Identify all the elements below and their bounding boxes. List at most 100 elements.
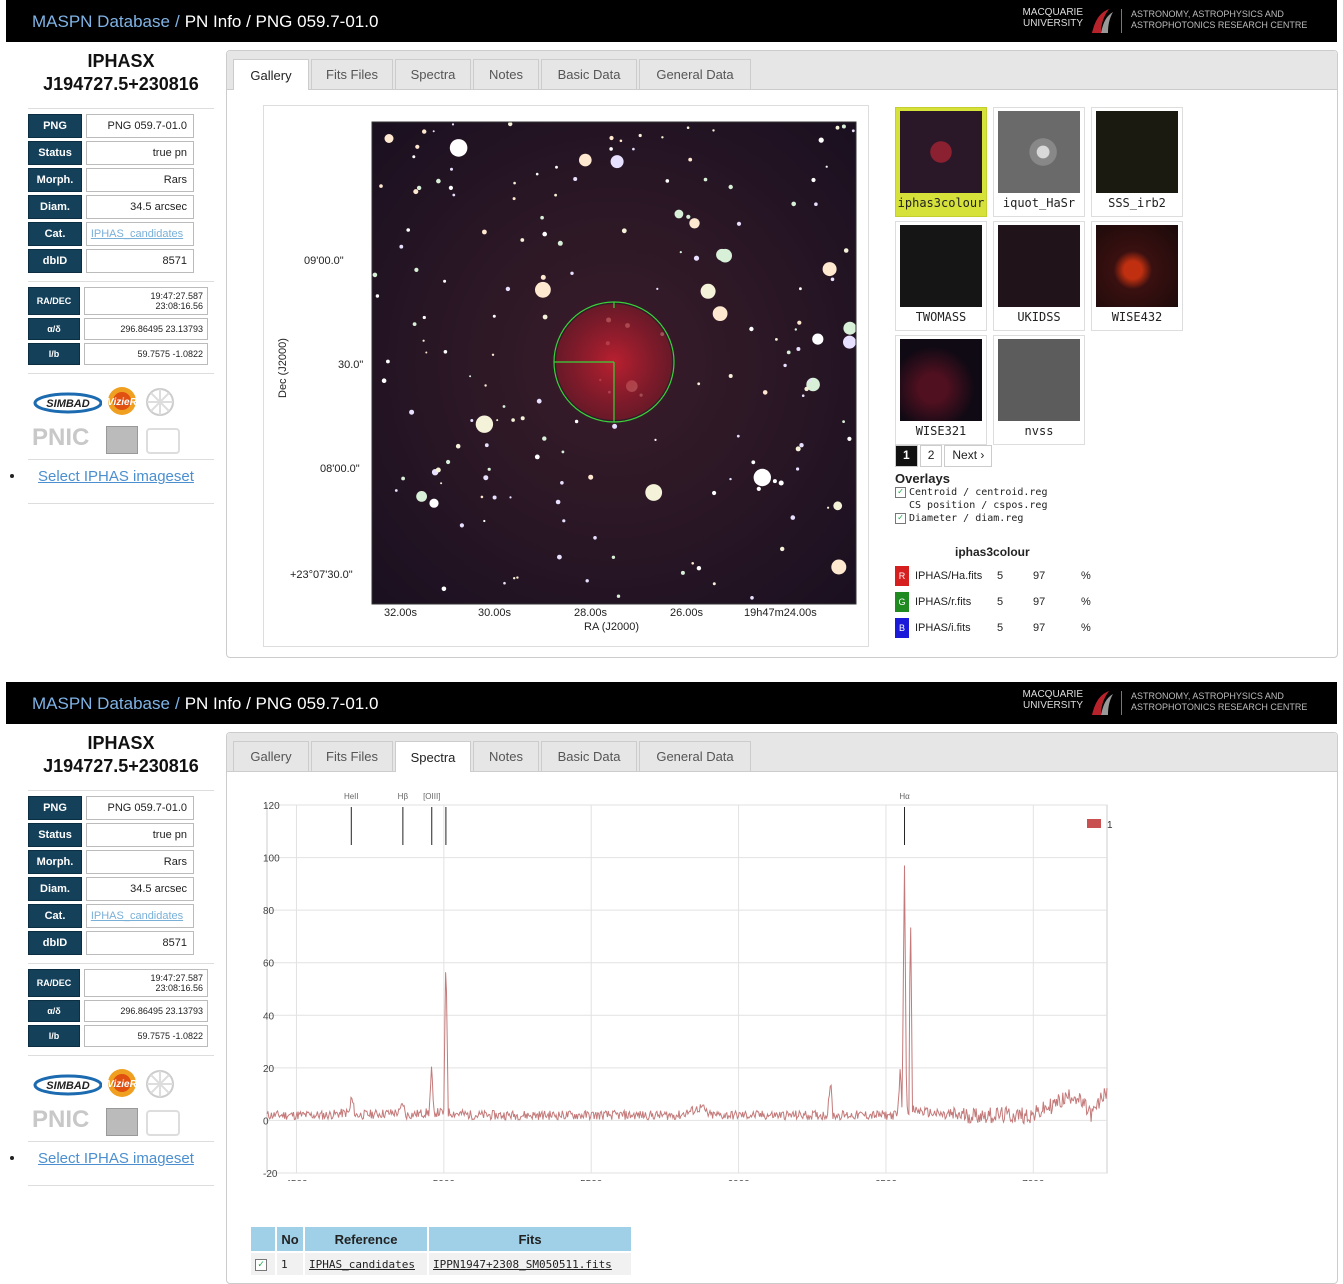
thumbnail-ukidss[interactable]: UKIDSS — [993, 221, 1085, 331]
page-2-button[interactable]: 2 — [919, 445, 943, 467]
pn-wheel-icon[interactable] — [142, 386, 178, 418]
overlay-diameter-checkbox[interactable]: ✓ — [895, 513, 906, 524]
star — [440, 482, 443, 485]
university-logo[interactable]: MACQUARIE UNIVERSITY ASTRONOMY, ASTROPHYS… — [1011, 7, 1331, 35]
star — [560, 481, 564, 485]
sky-image-plot[interactable]: 09'00.0" 30.0" 08'00.0" +23°07'30.0" 32.… — [264, 106, 868, 646]
star — [780, 546, 785, 552]
star — [480, 495, 484, 499]
green-min-input[interactable]: 5 — [997, 596, 1004, 608]
star — [638, 133, 642, 138]
header-bar: MASPN Database / PN Info / PNG 059.7-01.0 … — [6, 682, 1337, 724]
chat-icon[interactable] — [146, 1110, 180, 1136]
star — [534, 454, 540, 460]
thumbnail-nvss[interactable]: nvss — [993, 335, 1085, 445]
external-links: SIMBAD VizieR PNIC — [28, 1066, 214, 1136]
coord-radec: RA/DEC 19:47:27.587 23:08:16.56 — [28, 969, 214, 997]
tab-general-data[interactable]: General Data — [639, 741, 751, 771]
next-page-button[interactable]: Next › — [944, 445, 993, 467]
tab-gallery[interactable]: Gallery — [233, 59, 309, 90]
page-title: PN Info / PNG 059.7-01.0 — [184, 694, 379, 713]
tab-basic-data[interactable]: Basic Data — [541, 741, 637, 771]
row-checkbox[interactable]: ✓ — [249, 1251, 277, 1277]
star — [406, 228, 410, 232]
header-bar: MASPN Database / PN Info / PNG 059.7-01.0 … — [6, 0, 1337, 42]
thumbnail-wise321[interactable]: WISE321 — [895, 335, 987, 445]
star — [762, 390, 768, 395]
chat-icon[interactable] — [146, 428, 180, 454]
image-archive-icon[interactable] — [106, 426, 138, 454]
star — [801, 394, 805, 398]
star — [429, 498, 439, 508]
rgb-settings: iphas3colour R IPHAS/Ha.fits 5 97% G IPHAS/r… — [895, 545, 1091, 641]
tab-fits-files[interactable]: Fits Files — [311, 741, 393, 771]
thumbnail-sss-irb2[interactable]: SSS_irb2 — [1091, 107, 1183, 217]
select-imageset-link[interactable]: Select IPHAS imageset — [38, 1150, 194, 1167]
university-logo[interactable]: MACQUARIE UNIVERSITY ASTRONOMY, ASTROPHYS… — [1011, 689, 1331, 717]
star — [482, 229, 487, 235]
fits-link[interactable]: IPPN1947+2308_SM050511.fits — [433, 1257, 612, 1271]
overlay-centroid-checkbox[interactable]: ✓ — [895, 487, 906, 498]
thumbnail-twomass[interactable]: TWOMASS — [895, 221, 987, 331]
coord-l-b: l/b 59.7575 -1.0822 — [28, 343, 214, 365]
star — [384, 134, 394, 143]
coord-alpha-delta: α/δ 296.86495 23.13793 — [28, 318, 214, 340]
catalogue-link[interactable]: IPHAS_candidates — [86, 904, 194, 928]
blue-max-input[interactable]: 97 — [1033, 622, 1046, 634]
star — [791, 201, 796, 207]
xtick-label: 6000 — [727, 1179, 750, 1181]
star — [674, 209, 684, 219]
red-max-input[interactable]: 97 — [1033, 570, 1046, 582]
page-1-button[interactable]: 1 — [895, 445, 918, 467]
tab-bar: Gallery Fits Files Spectra Notes Basic D… — [227, 51, 1337, 90]
blue-min-input[interactable]: 5 — [997, 622, 1004, 634]
select-imageset-link[interactable]: Select IPHAS imageset — [38, 468, 194, 485]
star — [441, 586, 447, 592]
star — [843, 248, 849, 253]
tab-gallery[interactable]: Gallery — [233, 741, 309, 771]
simbad-icon[interactable]: SIMBAD — [32, 390, 103, 416]
star — [843, 321, 857, 335]
simbad-icon[interactable]: SIMBAD — [32, 1072, 103, 1098]
tab-notes[interactable]: Notes — [473, 59, 539, 89]
image-archive-icon[interactable] — [106, 1108, 138, 1136]
research-centre-name: ASTRONOMY, ASTROPHYSICS AND ASTROPHOTONIC… — [1131, 691, 1308, 712]
star — [835, 125, 840, 130]
database-link[interactable]: MASPN Database — [32, 694, 170, 713]
star — [632, 147, 635, 151]
star — [509, 496, 512, 499]
vizier-icon[interactable]: VizieR — [104, 1066, 140, 1100]
pn-wheel-icon[interactable] — [142, 1068, 178, 1100]
pnic-icon[interactable]: PNIC — [32, 424, 90, 451]
star — [435, 467, 441, 473]
star — [616, 594, 621, 598]
overlay-cspos-checkbox[interactable] — [895, 500, 906, 511]
tab-spectra[interactable]: Spectra — [395, 741, 471, 772]
star — [511, 418, 515, 422]
tab-basic-data[interactable]: Basic Data — [541, 59, 637, 89]
star — [825, 165, 828, 168]
thumbnail-iphas3colour[interactable]: iphas3colour — [895, 107, 987, 217]
tab-spectra[interactable]: Spectra — [395, 59, 471, 89]
database-link[interactable]: MASPN Database — [32, 12, 170, 31]
tab-notes[interactable]: Notes — [473, 741, 539, 771]
star — [712, 490, 717, 496]
vizier-icon[interactable]: VizieR — [104, 384, 140, 418]
thumbnail-iquot-hasr[interactable]: iquot_HaSr — [993, 107, 1085, 217]
pnic-icon[interactable]: PNIC — [32, 1106, 90, 1133]
star — [412, 155, 416, 159]
spectrum-chart[interactable]: -20 0 20 40 60 80 100 120 4500 5000 5500 6000 6500 70… — [247, 781, 1127, 1181]
reference-link[interactable]: IPHAS_candidates — [309, 1257, 415, 1271]
green-max-input[interactable]: 97 — [1033, 596, 1046, 608]
star — [415, 144, 420, 149]
star — [689, 218, 700, 229]
y-axis-label: Dec (J2000) — [277, 338, 289, 398]
star — [842, 420, 845, 423]
red-min-input[interactable]: 5 — [997, 570, 1004, 582]
ytick-label: +23°07'30.0" — [290, 569, 353, 581]
tab-general-data[interactable]: General Data — [639, 59, 751, 89]
breadcrumb: MASPN Database / PN Info / PNG 059.7-01.0 — [32, 694, 378, 714]
tab-fits-files[interactable]: Fits Files — [311, 59, 393, 89]
catalogue-link[interactable]: IPHAS_candidates — [86, 222, 194, 246]
thumbnail-wise432[interactable]: WISE432 — [1091, 221, 1183, 331]
